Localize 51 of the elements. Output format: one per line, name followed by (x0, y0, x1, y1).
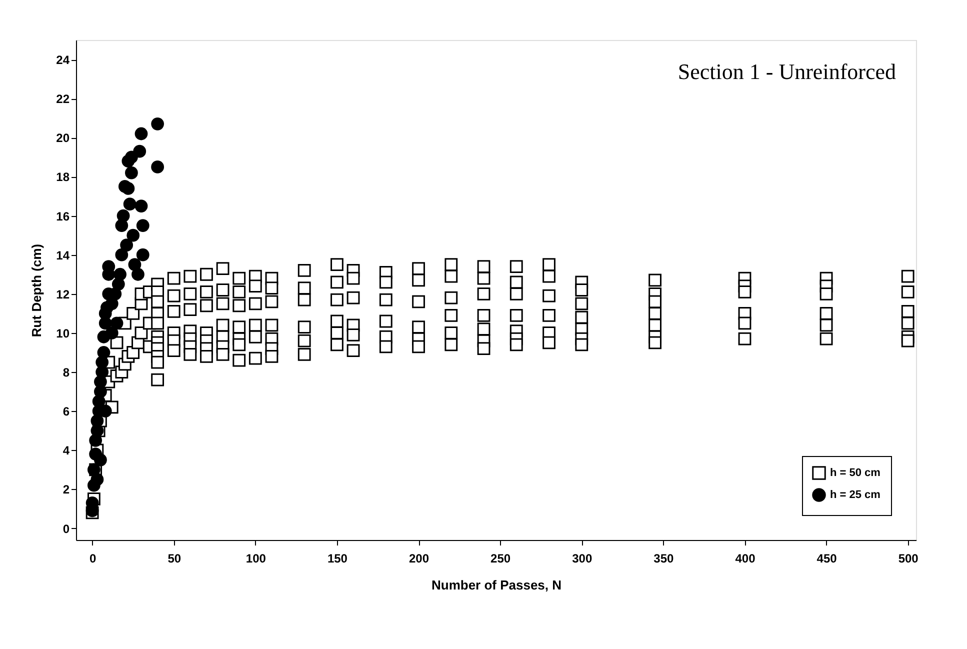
x-tick-label: 500 (898, 552, 919, 566)
point (122, 182, 135, 195)
x-tick-label: 350 (654, 552, 674, 566)
y-tick-label: 24 (56, 53, 70, 68)
point (116, 209, 130, 222)
legend-label: h = 50 cm (830, 467, 881, 479)
y-tick-label: 0 (62, 522, 70, 536)
x-tick-label: 150 (327, 552, 348, 566)
y-tick-label: 16 (56, 209, 70, 224)
point (132, 268, 144, 281)
y-tick-label: 10 (56, 326, 70, 340)
point (136, 248, 150, 262)
point (114, 268, 126, 281)
point (151, 160, 164, 174)
point (94, 453, 107, 466)
point (136, 219, 150, 232)
x-tick-label: 450 (816, 552, 838, 566)
point (125, 166, 138, 180)
point (90, 473, 104, 486)
y-tick-label: 2 (62, 482, 70, 497)
point (123, 198, 136, 210)
y-tick-label: 12 (56, 287, 70, 302)
y-tick-label: 6 (62, 404, 70, 419)
point (126, 228, 140, 242)
y-tick-label: 18 (56, 170, 70, 184)
y-tick-label: 20 (56, 131, 70, 146)
point (115, 248, 128, 262)
y-tick-label: 22 (56, 92, 70, 106)
x-axis-title: Number of Passes, N (431, 578, 562, 592)
point (128, 258, 142, 272)
x-tick-label: 200 (409, 552, 430, 566)
point (134, 127, 148, 140)
point (151, 118, 164, 130)
y-axis-title: Rut Depth (cm) (29, 244, 44, 338)
y-tick-label: 4 (62, 444, 70, 458)
legend-label: h = 25 cm (830, 489, 881, 501)
point (105, 326, 118, 340)
y-tick-label: 8 (62, 366, 70, 380)
y-tick-label: 14 (56, 248, 70, 262)
x-tick-label: 100 (246, 552, 266, 566)
x-tick-label: 250 (490, 552, 511, 566)
x-tick-label: 400 (735, 552, 756, 566)
x-tick-label: 0 (89, 552, 96, 566)
text: Section 1 - Unreinforced (678, 59, 896, 84)
point (134, 200, 148, 212)
point (110, 316, 124, 330)
x-tick-label: 50 (168, 552, 182, 566)
x-tick-label: 300 (572, 552, 592, 566)
point (133, 144, 146, 158)
point (97, 346, 110, 359)
point (120, 238, 134, 252)
